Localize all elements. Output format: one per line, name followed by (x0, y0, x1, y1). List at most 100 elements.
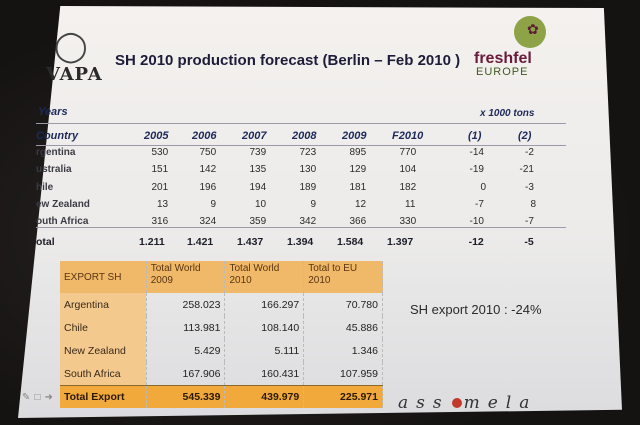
total-cell: 1.437 (237, 236, 264, 248)
total-label: otal (36, 236, 55, 248)
table-cell: -2 (525, 147, 534, 158)
table-cell: 142 (199, 164, 217, 175)
export-country: South Africa (60, 362, 147, 386)
export-value: 70.780 (303, 293, 383, 316)
freshfel-logo: ✿ freshfel EUROPE (470, 14, 580, 84)
table-cell: 13 (157, 199, 169, 210)
export-value: 5.429 (146, 339, 226, 362)
table-row: South Africa 167.906 160.431 107.959 (60, 362, 383, 386)
table-cell: 895 (349, 147, 367, 158)
header-rule-top (36, 123, 566, 124)
export-header-1: Total World 2009 (146, 261, 226, 293)
table-cell: 9 (310, 199, 317, 210)
table-cell: 723 (299, 147, 317, 158)
freshfel-logo-text: freshfel (474, 50, 532, 67)
table-cell: 324 (199, 216, 217, 227)
table-cell: -3 (525, 182, 534, 193)
export-total-value: 439.979 (224, 385, 305, 408)
table-cell: 104 (399, 164, 417, 175)
table-cell: 739 (249, 147, 267, 158)
export-header-2: Total World 2010 (224, 261, 305, 293)
total-cell: 1.211 (139, 236, 165, 248)
table-row: New Zealand 5.429 5.111 1.346 (60, 339, 383, 362)
units-label: x 1000 tons (480, 108, 535, 119)
table-cell: 130 (299, 164, 317, 175)
assomela-logo: ass mela (398, 393, 537, 413)
export-value: 160.431 (224, 362, 305, 386)
export-value: 107.959 (303, 362, 383, 386)
total-cell: 1.394 (287, 236, 314, 248)
export-country: Chile (60, 316, 147, 339)
export-total-row: Total Export 545.339 439.979 225.971 (60, 385, 383, 408)
arrow-icon[interactable]: ➜ (44, 392, 57, 403)
export-value: 45.886 (303, 316, 383, 339)
export-total-label: Total Export (60, 385, 147, 408)
pen-icon[interactable]: ✎ (22, 392, 35, 403)
total-cell: 1.397 (387, 236, 414, 248)
export-value: 108.140 (224, 316, 305, 339)
table-cell: 181 (349, 182, 367, 193)
table-cell: 194 (249, 182, 267, 193)
table-row: Chile 113.981 108.140 45.886 (60, 316, 383, 339)
country-name: outh Africa (36, 216, 89, 227)
export-header-3: Total to EU 2010 (303, 261, 383, 293)
leaf-icon: ✿ (514, 16, 546, 48)
column-header: 2005 (144, 130, 169, 142)
table-cell: -7 (525, 216, 534, 227)
table-cell: 0 (480, 182, 487, 193)
table-cell: 129 (349, 164, 367, 175)
presentation-toolbar[interactable]: ✎□➜ (22, 392, 57, 403)
table-cell: 750 (199, 147, 217, 158)
export-value: 166.297 (224, 293, 305, 316)
table-cell: 316 (151, 216, 169, 227)
column-header: F2010 (392, 130, 424, 142)
table-cell: 151 (151, 164, 169, 175)
total-cell: 1.421 (187, 236, 214, 248)
column-header: (2) (518, 130, 532, 142)
table-cell: 330 (399, 216, 417, 227)
table-cell: 9 (210, 199, 217, 210)
export-header-row: EXPORT SH Total World 2009 Total World 2… (60, 261, 383, 293)
table-cell: -19 (469, 164, 484, 175)
slides-icon[interactable]: □ (34, 392, 45, 403)
table-cell: -14 (469, 147, 484, 158)
export-total-value: 545.339 (146, 385, 226, 408)
export-table: EXPORT SH Total World 2009 Total World 2… (60, 261, 383, 408)
table-cell: -21 (519, 164, 534, 175)
total-cell: -5 (524, 236, 534, 248)
table-cell: 366 (349, 216, 367, 227)
export-value: 258.023 (146, 293, 226, 316)
table-cell: 189 (299, 182, 317, 193)
table-row: Argentina 258.023 166.297 70.780 (60, 293, 383, 316)
export-value: 1.346 (303, 339, 383, 362)
table-cell: 182 (399, 182, 417, 193)
years-label: Years (38, 106, 68, 118)
table-cell: 359 (249, 216, 267, 227)
header-rule-bottom (36, 145, 566, 146)
total-cell: 1.584 (337, 236, 364, 248)
export-value: 113.981 (146, 316, 226, 339)
column-header: (1) (468, 130, 482, 142)
assomela-logo-text-start: ass (398, 393, 450, 413)
export-country: Argentina (60, 293, 147, 316)
apple-icon: ◯ (54, 30, 88, 63)
slide-title: SH 2010 production forecast (Berlin – Fe… (115, 52, 461, 69)
vapa-logo-text: VAPA (46, 64, 103, 85)
table-cell: 8 (530, 199, 537, 210)
export-value: 167.906 (146, 362, 226, 386)
table-cell: 135 (249, 164, 267, 175)
table-cell: 10 (255, 199, 267, 210)
export-header-0: EXPORT SH (60, 261, 147, 293)
table-cell: -7 (475, 199, 484, 210)
column-header: 2009 (342, 130, 367, 142)
country-label: Country (36, 130, 79, 142)
table-cell: 196 (199, 182, 217, 193)
country-name: ew Zealand (36, 199, 90, 210)
total-rule (36, 227, 566, 228)
column-header: 2007 (242, 130, 267, 142)
country-name: ustralia (36, 164, 72, 175)
vapa-logo: ◯ VAPA (46, 28, 102, 86)
column-header: 2008 (292, 130, 317, 142)
table-cell: 770 (399, 147, 417, 158)
table-cell: 342 (299, 216, 317, 227)
